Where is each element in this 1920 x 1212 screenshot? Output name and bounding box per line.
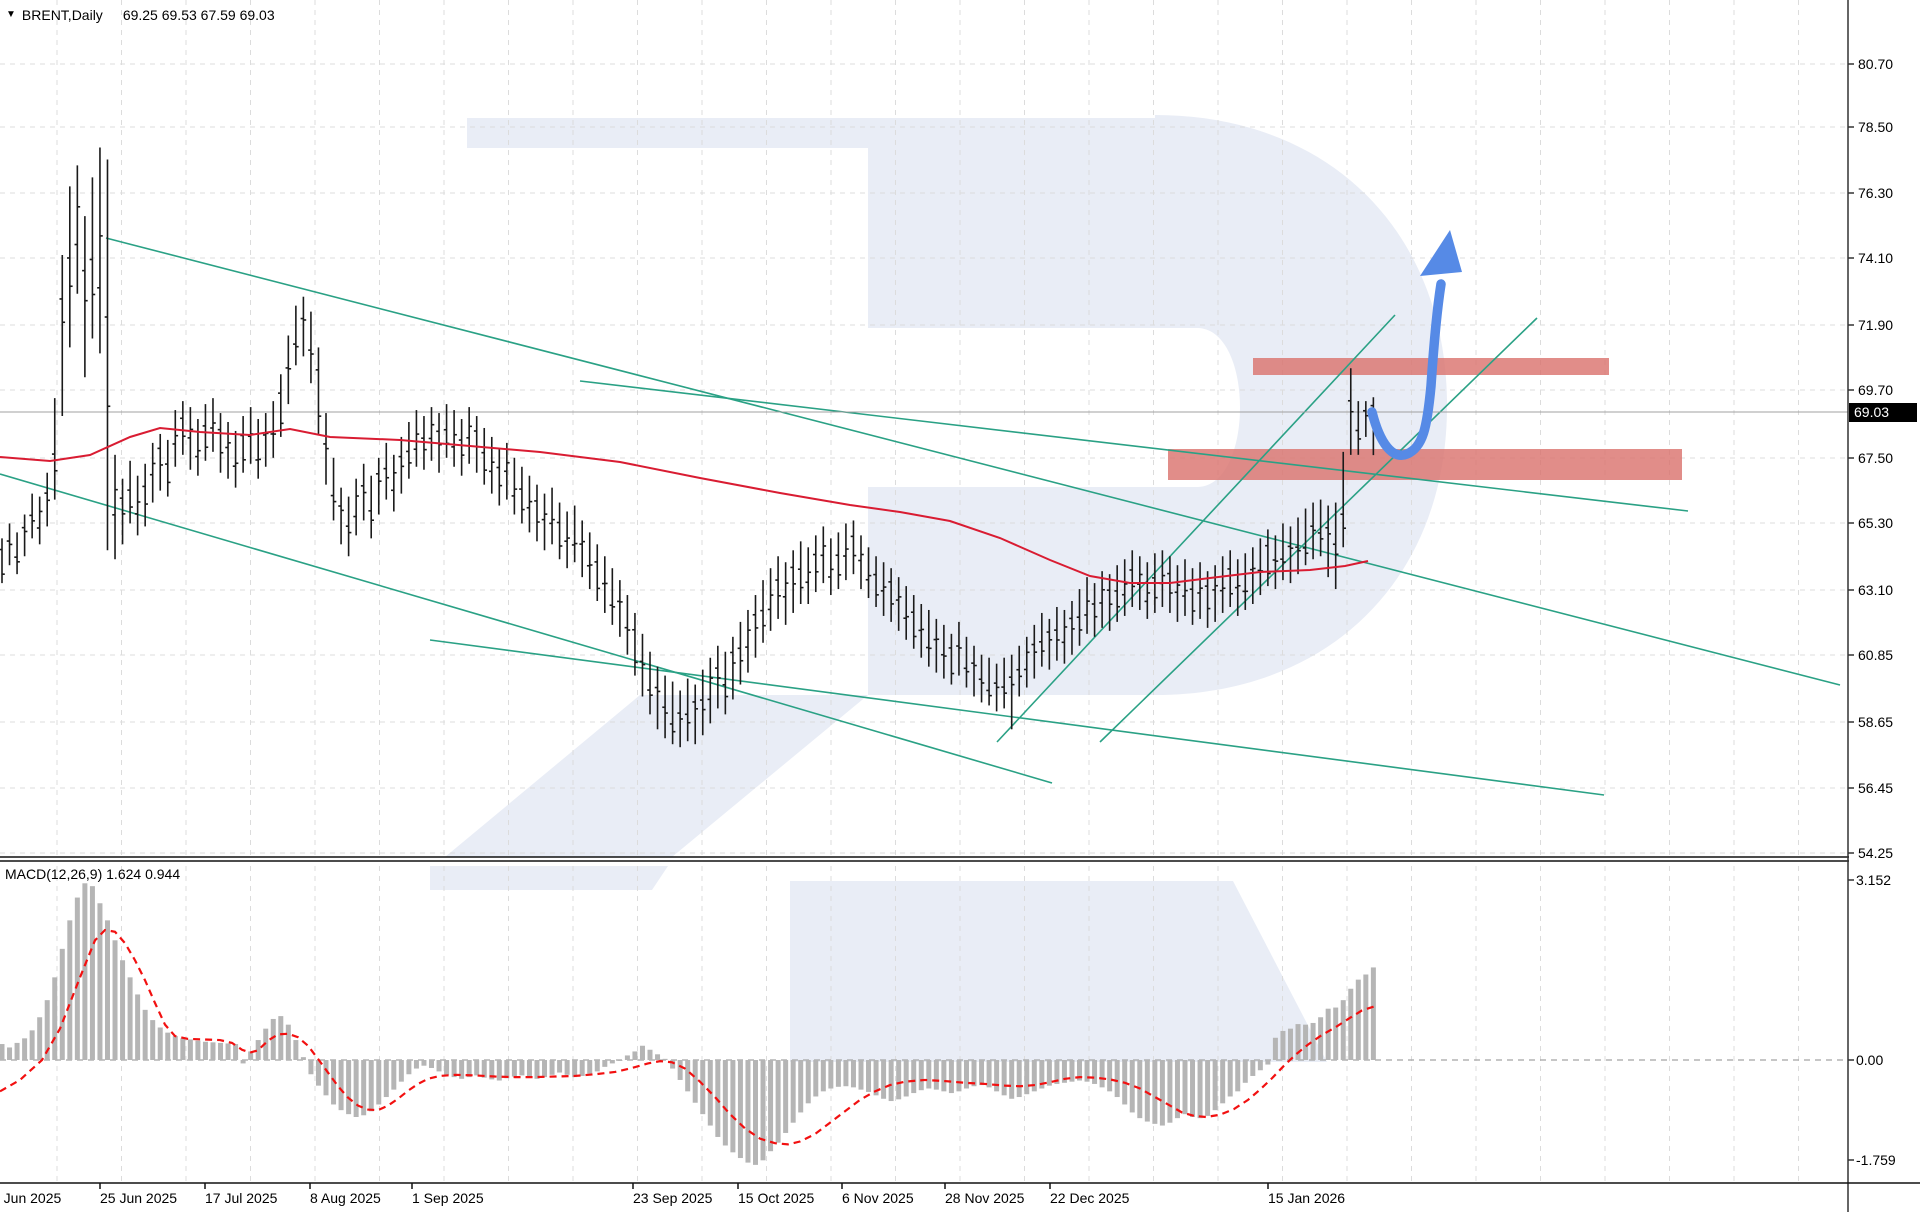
macd-indicator-label: MACD(12,26,9) 1.624 0.944 <box>5 866 181 882</box>
watermark-logo <box>430 115 1447 1062</box>
price-axis-label: 67.50 <box>1858 450 1893 466</box>
chart-header: ▼ BRENT,Daily 69.25 69.53 67.59 69.03 <box>6 7 275 23</box>
price-axis-label: 80.70 <box>1858 56 1893 72</box>
price-axis-label: 65.30 <box>1858 515 1893 531</box>
arrow-shaft <box>1367 279 1446 460</box>
date-axis-label: 15 Jan 2026 <box>1268 1190 1345 1206</box>
date-axis-label: 28 Nov 2025 <box>945 1190 1025 1206</box>
symbol-dropdown-icon[interactable]: ▼ <box>6 9 16 20</box>
moving-average-line <box>0 426 1369 584</box>
price-axis[interactable]: 80.70 78.50 76.30 74.10 71.90 69.70 67.50 65.30… <box>1847 0 1920 1212</box>
macd-axis-label: -1.759 <box>1856 1152 1896 1168</box>
date-axis-label: 15 Oct 2025 <box>738 1190 814 1206</box>
price-axis-label: 63.10 <box>1858 582 1893 598</box>
price-axis-label: 74.10 <box>1858 250 1893 266</box>
date-axis-label: 8 Aug 2025 <box>310 1190 381 1206</box>
arrow-head-icon <box>1420 230 1462 276</box>
grid <box>0 0 1848 1183</box>
trendlines[interactable] <box>0 237 1841 796</box>
ohlc-values: 69.25 69.53 67.59 69.03 <box>122 7 275 23</box>
date-axis-label: 25 Jun 2025 <box>100 1190 177 1206</box>
date-axis-label: 23 Sep 2025 <box>633 1190 713 1206</box>
price-axis-label: 71.90 <box>1858 317 1893 333</box>
date-axis-label: 1 Sep 2025 <box>412 1190 484 1206</box>
svg-text:69.03: 69.03 <box>1854 404 1889 420</box>
macd-axis-label: 0.00 <box>1856 1052 1883 1068</box>
date-axis-label: 17 Jul 2025 <box>205 1190 278 1206</box>
price-axis-label: 76.30 <box>1858 185 1893 201</box>
date-axis-label: 3 Jun 2025 <box>0 1190 61 1206</box>
macd-histogram <box>0 883 1376 1165</box>
projection-arrow[interactable] <box>1367 230 1462 460</box>
price-axis-label: 56.45 <box>1858 780 1893 796</box>
price-axis-label: 58.65 <box>1858 714 1893 730</box>
macd-axis-label: 3.152 <box>1856 872 1891 888</box>
price-bars <box>0 147 1377 748</box>
time-axis[interactable]: 3 Jun 2025 25 Jun 2025 17 Jul 2025 8 Aug 20… <box>0 1182 1920 1206</box>
trendline-0 <box>105 237 1841 686</box>
trendline-1 <box>0 473 1053 784</box>
price-axis-label: 69.70 <box>1858 382 1893 398</box>
date-axis-label: 22 Dec 2025 <box>1050 1190 1130 1206</box>
price-axis-label: 60.85 <box>1858 647 1893 663</box>
trendline-5 <box>1099 317 1538 743</box>
symbol-timeframe-label: BRENT,Daily <box>21 7 103 23</box>
zone-rect-1 <box>1168 449 1682 480</box>
price-axis-label: 54.25 <box>1858 845 1893 861</box>
trendline-2 <box>579 380 1689 512</box>
date-axis-label: 6 Nov 2025 <box>842 1190 914 1206</box>
price-axis-label: 78.50 <box>1858 119 1893 135</box>
trendline-4 <box>996 314 1396 743</box>
trendline-3 <box>429 639 1605 796</box>
current-price-badge: 69.03 <box>1849 403 1917 422</box>
